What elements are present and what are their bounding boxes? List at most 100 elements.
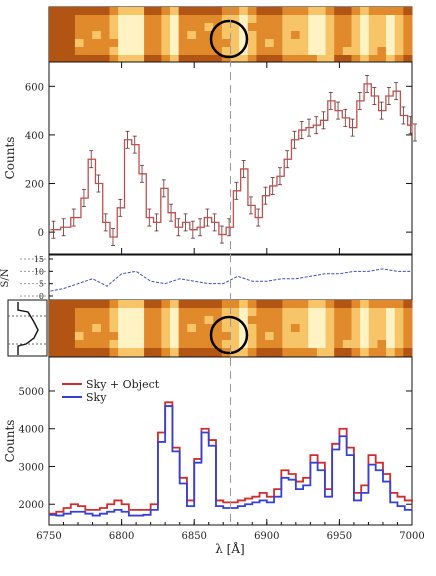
image-cell (351, 348, 361, 357)
image-cell (342, 39, 352, 48)
image-cell (100, 340, 110, 349)
image-cell (325, 15, 335, 24)
image-cell (230, 7, 240, 16)
image-cell (170, 324, 180, 333)
image-cell (57, 55, 67, 64)
image-cell (334, 340, 344, 349)
image-cell (221, 340, 231, 349)
image-cell (49, 7, 59, 16)
lower-x-tick-label: 6950 (327, 531, 352, 542)
image-cell (273, 316, 283, 325)
image-cell (325, 47, 335, 56)
image-cell (178, 340, 188, 349)
lower-x-tick-label: 6750 (36, 531, 61, 542)
image-cell (178, 39, 188, 48)
image-cell (213, 23, 223, 32)
image-cell (377, 348, 387, 357)
image-cell (126, 332, 136, 341)
image-cell (316, 348, 327, 357)
image-cell (351, 23, 361, 32)
image-cell (170, 55, 180, 64)
image-cell (109, 31, 119, 40)
image-cell (299, 300, 309, 309)
image-cell (144, 23, 154, 32)
lower-y-axis-label: Counts (3, 420, 17, 463)
image-cell (57, 324, 67, 333)
image-cell (118, 31, 128, 40)
image-cell (92, 23, 102, 32)
image-cell (49, 340, 59, 349)
image-cell (100, 300, 110, 309)
image-cell (230, 15, 240, 24)
image-cell (342, 23, 352, 32)
image-cell (299, 332, 309, 341)
image-cell (316, 15, 327, 24)
image-cell (282, 340, 292, 349)
image-cell (126, 348, 136, 357)
image-cell (170, 308, 180, 317)
image-cell (92, 55, 102, 64)
image-cell (316, 324, 327, 333)
image-cell (109, 324, 119, 333)
image-cell (83, 31, 93, 40)
image-cell (187, 300, 197, 309)
image-cell (109, 332, 119, 341)
image-cell (57, 316, 67, 325)
image-cell (178, 55, 188, 64)
image-cell (161, 31, 171, 40)
image-cell (213, 300, 223, 309)
upper-spectrum-panel: 0 200 400 600 Counts (3, 61, 417, 255)
image-cell (178, 324, 188, 333)
image-cell (221, 15, 231, 24)
image-cell (178, 31, 188, 40)
sky-line (49, 405, 412, 517)
image-cell (118, 15, 128, 24)
lower-y-tick-label: 3000 (19, 462, 44, 473)
image-cell (230, 31, 240, 40)
image-cell (66, 31, 76, 40)
image-cell (273, 324, 283, 333)
image-cell (204, 300, 214, 309)
image-cell (394, 55, 404, 64)
image-cell (394, 23, 404, 32)
image-cell (299, 47, 309, 56)
image-cell (74, 316, 85, 325)
lower-y-tick-label: 4000 (19, 425, 44, 436)
image-cell (273, 39, 283, 48)
image-cell (256, 324, 266, 333)
image-cell (265, 316, 275, 325)
image-cell (351, 340, 361, 349)
spatial-profile-curve (17, 302, 39, 355)
image-cell (74, 332, 85, 341)
image-cell (66, 7, 76, 16)
image-cell (118, 300, 128, 309)
image-cell (187, 324, 197, 333)
image-cell (230, 47, 240, 56)
image-cell (394, 300, 404, 309)
image-cell (74, 15, 85, 24)
lower-axis-ticks: 2000 3000 4000 5000 6750 6800 6850 6900 6950 7000 (19, 387, 425, 542)
image-cell (265, 300, 275, 309)
image-cell (92, 300, 102, 309)
image-cell (118, 7, 128, 16)
image-cell (83, 23, 93, 32)
image-cell (83, 47, 93, 56)
image-cell (126, 55, 136, 64)
image-cell (368, 316, 378, 325)
image-cell (204, 316, 214, 325)
image-cell (57, 39, 67, 48)
image-cell (256, 348, 266, 357)
image-cell (144, 47, 154, 56)
image-cell (282, 308, 292, 317)
image-cell (187, 332, 197, 341)
image-cell (74, 23, 85, 32)
image-cell (273, 15, 283, 24)
image-cell (135, 15, 145, 24)
image-cell (49, 316, 59, 325)
image-cell (316, 316, 327, 325)
sn-y-axis-label: S/N (0, 268, 11, 287)
object-circle-marker-top (209, 19, 249, 59)
image-cell (316, 55, 327, 64)
image-cell (144, 7, 154, 16)
image-cell (273, 340, 283, 349)
